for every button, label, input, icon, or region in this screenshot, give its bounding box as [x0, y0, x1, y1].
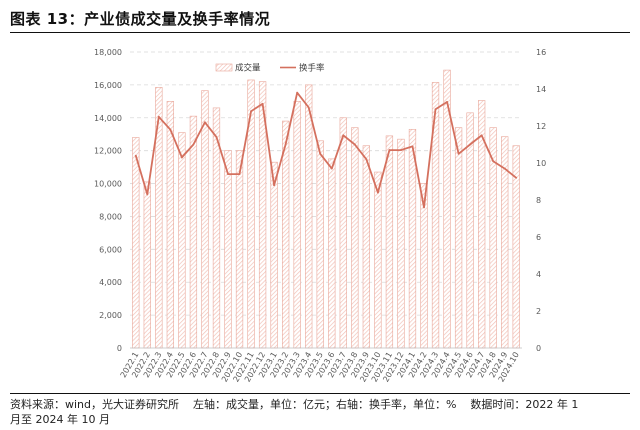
- bar-2023.4: [305, 84, 313, 349]
- line-point-2024.1: [411, 145, 414, 148]
- y-left-tick-label: 16,000: [94, 81, 122, 90]
- line-point-2022.3: [157, 115, 160, 118]
- line-point-2023.11: [388, 149, 391, 151]
- line-point-2022.10: [238, 173, 241, 176]
- bar-2023.3: [293, 101, 301, 349]
- bar-2022.2: [143, 181, 151, 349]
- line-point-2022.7: [204, 121, 206, 124]
- footer-rule: [10, 393, 630, 394]
- y-right-tick-label: 4: [536, 270, 541, 279]
- line-point-2023.4: [307, 106, 310, 109]
- line-point-2023.10: [376, 191, 379, 194]
- line-point-2022.1: [134, 154, 137, 157]
- y-left-tick-label: 10,000: [94, 180, 122, 189]
- bar-2022.10: [235, 150, 244, 349]
- bar-2023.11: [385, 135, 394, 349]
- line-point-2024.6: [469, 143, 472, 146]
- bar-2023.6: [328, 158, 336, 349]
- y-left-tick-label: 2,000: [99, 311, 122, 320]
- legend: 成交量 换手率: [215, 63, 325, 74]
- y-left-tick-label: 18,000: [94, 48, 122, 57]
- y-right-tick-label: 2: [536, 307, 541, 316]
- y-left-tick-label: 14,000: [94, 114, 122, 123]
- line-point-2024.4: [446, 101, 448, 103]
- axes: 0 2,000 4,000 6,000 8,000 10,000 12,000 14,000 1…: [94, 48, 546, 384]
- line-point-2024.2: [423, 206, 425, 209]
- line-point-2023.3: [296, 91, 299, 94]
- bar-2023.10: [374, 171, 382, 349]
- line-point-2022.9: [227, 173, 229, 176]
- line-point-2023.8: [353, 143, 356, 146]
- line-point-2023.9: [365, 158, 368, 161]
- line-point-2023.6: [330, 167, 333, 170]
- bar-2023.1: [270, 161, 278, 349]
- chart-area: 0 2,000 4,000 6,000 8,000 10,000 12,000 14,000 1…: [94, 48, 546, 384]
- bar-2023.5: [316, 140, 324, 349]
- y-right-tick-label: 0: [536, 344, 541, 353]
- line-point-2022.2: [146, 193, 149, 196]
- source-note: 资料来源：wind，光大证券研究所 左轴：成交量，单位：亿元；右轴：换手率，单位…: [10, 397, 630, 427]
- line-point-2022.5: [180, 156, 183, 159]
- y-right-tick-label: 6: [536, 233, 541, 242]
- bar-2022.5: [178, 132, 186, 349]
- y-left-tick-label: 8,000: [99, 212, 122, 221]
- legend-swatch-bar: [215, 63, 233, 72]
- line-point-2023.12: [400, 149, 402, 151]
- source-note-line2: 月至 2024 年 10 月: [10, 413, 110, 426]
- bar-2023.9: [362, 145, 370, 349]
- line-point-2024.9: [503, 167, 506, 170]
- line-series: [134, 91, 518, 209]
- y-left-tick-label: 4,000: [99, 278, 122, 287]
- bar-2022.9: [224, 150, 232, 349]
- legend-label-line: 换手率: [299, 63, 325, 74]
- line-point-2023.7: [342, 134, 345, 137]
- y-left-tick-label: 6,000: [99, 245, 122, 254]
- bar-2022.1: [132, 137, 140, 349]
- bar-2023.7: [339, 117, 347, 349]
- grid-lines: [130, 51, 522, 316]
- line-point-2022.4: [169, 128, 172, 131]
- bar-2022.6: [189, 115, 198, 349]
- y-right-tick-label: 14: [536, 85, 546, 94]
- y-left-tick-label: 0: [117, 344, 122, 353]
- source-note-line1: 资料来源：wind，光大证券研究所 左轴：成交量，单位：亿元；右轴：换手率，单位…: [10, 398, 579, 411]
- bar-2022.4: [166, 101, 174, 349]
- bar-2023.12: [397, 138, 405, 349]
- line-point-2022.11: [250, 110, 252, 113]
- legend-label-bar: 成交量: [235, 63, 261, 74]
- line-point-2023.2: [284, 143, 287, 146]
- line-point-2024.8: [492, 160, 495, 163]
- line-point-2023.1: [273, 184, 276, 187]
- bar-2024.5: [454, 127, 463, 349]
- line-point-2022.8: [215, 136, 218, 138]
- y-right-tick-label: 16: [536, 48, 546, 57]
- line-point-2023.5: [319, 152, 322, 155]
- line-point-2024.3: [434, 108, 437, 111]
- line-point-2022.12: [261, 102, 264, 105]
- line-point-2024.5: [457, 152, 460, 155]
- bar-2022.7: [201, 90, 209, 349]
- bar-2024.6: [466, 112, 474, 349]
- y-right-tick-label: 10: [536, 159, 546, 168]
- line-point-2022.6: [192, 143, 195, 146]
- figure-title: 图表 13：产业债成交量及换手率情况: [10, 10, 271, 28]
- bar-series: [132, 69, 520, 349]
- y-left-tick-label: 12,000: [94, 147, 122, 156]
- y-right-tick-label: 8: [536, 196, 541, 205]
- bar-2023.8: [351, 127, 359, 349]
- line-point-2024.7: [480, 134, 483, 137]
- turnover-line: [134, 91, 517, 209]
- title-rule: [10, 32, 630, 33]
- line-point-2024.10: [515, 176, 518, 179]
- y-right-tick-label: 12: [536, 122, 546, 131]
